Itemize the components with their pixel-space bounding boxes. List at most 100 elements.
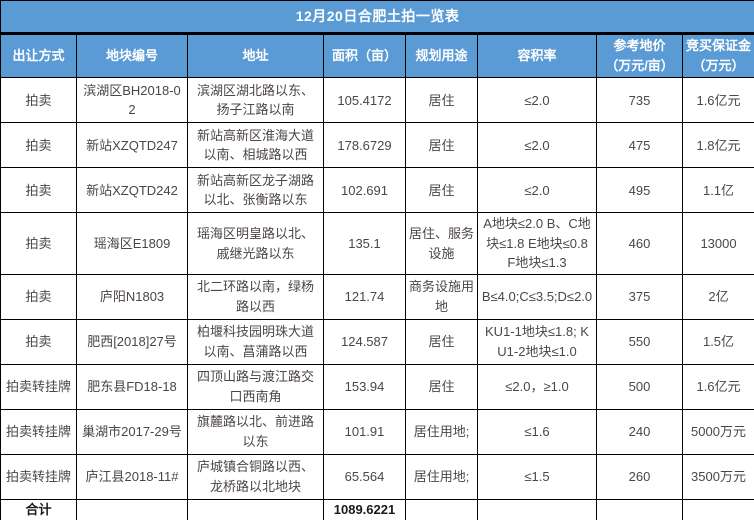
cell-plot-ratio: ≤2.0 (477, 122, 597, 169)
cell-address: 新站高新区龙子湖路以北、张衡路以东 (187, 167, 324, 214)
cell-reference-price: 495 (596, 167, 683, 214)
cell-reference-price: 550 (596, 318, 683, 365)
cell-planned-use: 居住 (405, 122, 478, 169)
total-empty-cell (405, 498, 478, 520)
total-empty-cell (187, 498, 324, 520)
cell-area: 105.4172 (323, 77, 406, 124)
cell-deposit: 1.5亿 (681, 318, 754, 365)
cell-address: 北二环路以南，绿杨路以西 (187, 273, 324, 320)
cell-plot-ratio: ≤2.0 (477, 77, 597, 124)
cell-deposit: 1.6亿元 (681, 77, 754, 124)
total-label: 合计 (0, 498, 77, 520)
cell-reference-price: 735 (596, 77, 683, 124)
table-body: 拍卖 滨湖区BH2018-02 滨湖区湖北路以东、扬子江路以南 105.4172 居住 ≤… (0, 77, 754, 500)
cell-planned-use: 商务设施用地 (405, 273, 478, 320)
cell-transfer-method: 拍卖 (0, 273, 77, 320)
cell-reference-price: 475 (596, 122, 683, 169)
cell-deposit: 5000万元 (681, 408, 754, 455)
cell-planned-use: 居住 (405, 318, 478, 365)
header-row: 出让方式 地块编号 地址 面积（亩） 规划用途 容积率 参考地价 （万元/亩） 竞… (0, 32, 754, 79)
cell-plot-ratio: KU1-1地块≤1.8; KU1-2地块≤1.0 (477, 318, 597, 365)
total-row: 合计 1089.6221 (0, 498, 754, 520)
column-header-plot-number: 地块编号 (76, 32, 188, 79)
cell-plot-number: 庐阳N1803 (76, 273, 188, 320)
cell-plot-ratio: A地块≤2.0 B、C地块≤1.8 E地块≤0.8 F地块≤1.3 (477, 212, 597, 275)
total-empty-cell (477, 498, 597, 520)
title-row: 12月20日合肥土拍一览表 (0, 0, 754, 35)
total-area-value: 1089.6221 (323, 498, 406, 520)
table-title: 12月20日合肥土拍一览表 (0, 0, 754, 35)
cell-address: 旗麓路以北、前进路以东 (187, 408, 324, 455)
cell-plot-number: 滨湖区BH2018-02 (76, 77, 188, 124)
cell-address: 柏堰科技园明珠大道以南、菖蒲路以西 (187, 318, 324, 365)
cell-plot-ratio: B≤4.0;C≤3.5;D≤2.0 (477, 273, 597, 320)
table-row: 拍卖转挂牌 肥东县FD18-18 四顶山路与渡江路交口西南角 153.94 居住 ≤2.0… (0, 363, 754, 410)
total-empty-cell (596, 498, 683, 520)
cell-reference-price: 375 (596, 273, 683, 320)
column-header-deposit: 竞买保证金 （万元） (681, 32, 754, 79)
cell-plot-number: 肥东县FD18-18 (76, 363, 188, 410)
cell-reference-price: 500 (596, 363, 683, 410)
cell-transfer-method: 拍卖 (0, 318, 77, 365)
cell-planned-use: 居住 (405, 167, 478, 214)
cell-deposit: 1.8亿元 (681, 122, 754, 169)
cell-reference-price: 460 (596, 212, 683, 275)
cell-deposit: 1.1亿 (681, 167, 754, 214)
table-row: 拍卖 新站XZQTD247 新站高新区淮海大道以南、相城路以西 178.6729 居住 ≤… (0, 122, 754, 169)
column-header-planned-use: 规划用途 (405, 32, 478, 79)
total-empty-cell (681, 498, 754, 520)
cell-planned-use: 居住用地; (405, 453, 478, 500)
table-row: 拍卖 肥西[2018]27号 柏堰科技园明珠大道以南、菖蒲路以西 124.587 居住 K… (0, 318, 754, 365)
cell-planned-use: 居住、服务设施 (405, 212, 478, 275)
total-empty-cell (76, 498, 188, 520)
table-row: 拍卖 新站XZQTD242 新站高新区龙子湖路以北、张衡路以东 102.691 居住 ≤2… (0, 167, 754, 214)
cell-area: 121.74 (323, 273, 406, 320)
cell-deposit: 3500万元 (681, 453, 754, 500)
cell-address: 四顶山路与渡江路交口西南角 (187, 363, 324, 410)
cell-area: 101.91 (323, 408, 406, 455)
cell-reference-price: 260 (596, 453, 683, 500)
cell-area: 102.691 (323, 167, 406, 214)
cell-area: 153.94 (323, 363, 406, 410)
table-row: 拍卖 滨湖区BH2018-02 滨湖区湖北路以东、扬子江路以南 105.4172 居住 ≤… (0, 77, 754, 124)
cell-transfer-method: 拍卖转挂牌 (0, 363, 77, 410)
cell-planned-use: 居住 (405, 77, 478, 124)
cell-area: 135.1 (323, 212, 406, 275)
cell-deposit: 2亿 (681, 273, 754, 320)
cell-transfer-method: 拍卖 (0, 167, 77, 214)
cell-plot-number: 巢湖市2017-29号 (76, 408, 188, 455)
column-header-reference-price: 参考地价 （万元/亩） (596, 32, 683, 79)
cell-transfer-method: 拍卖 (0, 212, 77, 275)
column-header-transfer-method: 出让方式 (0, 32, 77, 79)
cell-plot-number: 庐江县2018-11# (76, 453, 188, 500)
cell-transfer-method: 拍卖 (0, 77, 77, 124)
cell-plot-number: 瑶海区E1809 (76, 212, 188, 275)
cell-plot-ratio: ≤1.5 (477, 453, 597, 500)
cell-area: 124.587 (323, 318, 406, 365)
table-row: 拍卖 瑶海区E1809 瑶海区明皇路以北、戚继光路以东 135.1 居住、服务设施 A地块… (0, 212, 754, 275)
cell-plot-number: 肥西[2018]27号 (76, 318, 188, 365)
cell-plot-ratio: ≤2.0 (477, 167, 597, 214)
cell-area: 65.564 (323, 453, 406, 500)
cell-transfer-method: 拍卖转挂牌 (0, 408, 77, 455)
table-row: 拍卖 庐阳N1803 北二环路以南，绿杨路以西 121.74 商务设施用地 B≤4.0;C… (0, 273, 754, 320)
table-row: 拍卖转挂牌 庐江县2018-11# 庐城镇合铜路以西、龙桥路以北地块 65.564 居住… (0, 453, 754, 500)
cell-plot-number: 新站XZQTD247 (76, 122, 188, 169)
cell-planned-use: 居住用地; (405, 408, 478, 455)
cell-address: 瑶海区明皇路以北、戚继光路以东 (187, 212, 324, 275)
column-header-area: 面积（亩） (323, 32, 406, 79)
cell-plot-number: 新站XZQTD242 (76, 167, 188, 214)
cell-deposit: 1.6亿元 (681, 363, 754, 410)
table-row: 拍卖转挂牌 巢湖市2017-29号 旗麓路以北、前进路以东 101.91 居住用地; ≤1… (0, 408, 754, 455)
cell-address: 新站高新区淮海大道以南、相城路以西 (187, 122, 324, 169)
cell-address: 滨湖区湖北路以东、扬子江路以南 (187, 77, 324, 124)
cell-plot-ratio: ≤1.6 (477, 408, 597, 455)
cell-reference-price: 240 (596, 408, 683, 455)
cell-transfer-method: 拍卖 (0, 122, 77, 169)
cell-plot-ratio: ≤2.0，≥1.0 (477, 363, 597, 410)
cell-address: 庐城镇合铜路以西、龙桥路以北地块 (187, 453, 324, 500)
column-header-plot-ratio: 容积率 (477, 32, 597, 79)
cell-deposit: 13000 (681, 212, 754, 275)
